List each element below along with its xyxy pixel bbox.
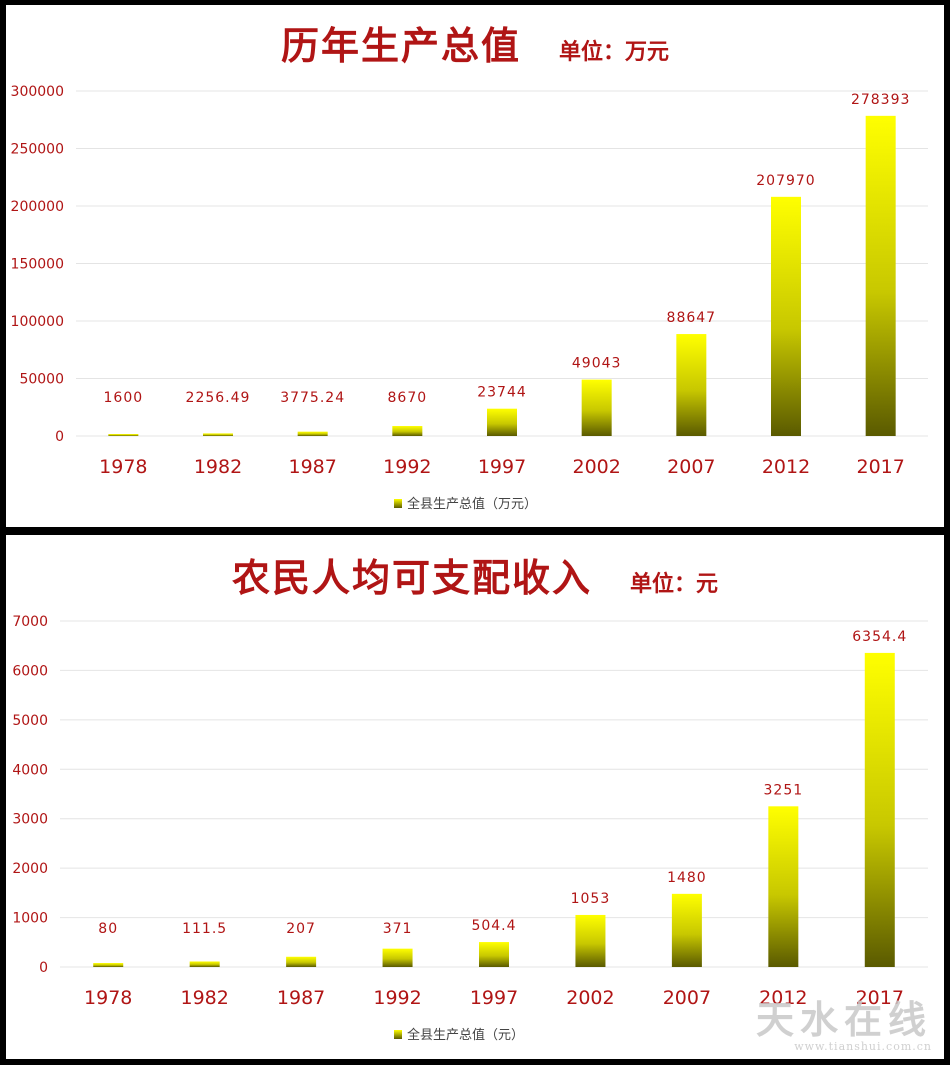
x-tick-label: 2017 [856, 987, 904, 1009]
data-label: 6354.4 [852, 629, 907, 645]
data-label: 8670 [388, 390, 428, 406]
data-label: 2256.49 [186, 390, 251, 406]
x-tick-label: 2007 [663, 987, 711, 1009]
data-label: 504.4 [471, 918, 516, 934]
bar-chart-gdp: 0 50000 100000 150000 200000 250000 300000 1600… [11, 84, 928, 512]
x-tick-label: 2002 [566, 987, 614, 1009]
bar-2012 [768, 806, 799, 967]
watermark-text: 天水在线 [755, 997, 932, 1042]
bar-2017 [864, 652, 895, 967]
bar-2002 [575, 914, 606, 967]
x-tick-label: 1987 [288, 456, 336, 478]
data-label: 207 [286, 921, 316, 937]
y-tick-label: 200000 [11, 199, 64, 215]
x-tick-label: 2012 [762, 456, 810, 478]
x-tick-label: 2002 [572, 456, 620, 478]
x-tick-label: 2012 [759, 987, 807, 1009]
chart-unit-label: 单位：万元 [559, 39, 670, 65]
bar-1992 [382, 948, 413, 967]
y-tick-label: 4000 [12, 762, 48, 778]
data-label: 111.5 [182, 921, 227, 937]
bar-2007 [671, 893, 702, 967]
x-tick-label: 1978 [84, 987, 132, 1009]
x-tick-label: 2017 [856, 456, 904, 478]
bar-1978 [93, 963, 124, 967]
data-label: 3251 [764, 782, 804, 798]
legend-label: 全县生产总值（万元） [407, 496, 537, 512]
data-label: 1480 [667, 870, 707, 886]
y-tick-label: 0 [39, 960, 48, 976]
bar-1997 [487, 408, 517, 436]
y-tick-label: 250000 [11, 142, 64, 158]
x-tick-label: 1997 [478, 456, 526, 478]
bar-1987 [297, 431, 328, 436]
y-tick-label: 2000 [12, 861, 48, 877]
data-label: 49043 [572, 356, 622, 372]
bar-chart-income: 0 1000 2000 3000 4000 5000 6000 7000 80 1978 111.5… [12, 614, 928, 1043]
bar-1997 [479, 942, 509, 967]
bar-1978 [108, 434, 139, 436]
bar-1987 [286, 956, 317, 967]
y-tick-label: 3000 [12, 812, 48, 828]
data-label: 23744 [477, 385, 527, 401]
chart-title-main: 农民人均可支配收入 [231, 555, 592, 600]
chart-panel-income: 农民人均可支配收入 单位：元 0 1000 2000 3000 4000 5000 6000 7… [6, 535, 944, 1059]
watermark-url: www.tianshui.com.cn [794, 1040, 932, 1053]
data-label: 88647 [667, 310, 717, 326]
x-tick-label: 2007 [667, 456, 715, 478]
y-tick-label: 5000 [12, 713, 48, 729]
legend-label: 全县生产总值（元） [407, 1027, 524, 1043]
x-tick-label: 1997 [470, 987, 518, 1009]
data-label: 278393 [851, 92, 910, 108]
chart-panel-gdp: 历年生产总值 单位：万元 0 50000 100000 150000 200000 2500… [6, 5, 944, 527]
bar-1992 [392, 426, 423, 436]
y-tick-label: 0 [55, 429, 64, 445]
x-tick-label: 1987 [277, 987, 325, 1009]
data-label: 371 [383, 921, 413, 937]
bar-1982 [203, 433, 233, 436]
bar-2017 [865, 115, 896, 436]
chart-title-main: 历年生产总值 [280, 23, 521, 68]
data-label: 3775.24 [280, 390, 345, 406]
data-label: 1053 [571, 891, 611, 907]
chart-title: 历年生产总值 单位：万元 [6, 15, 944, 70]
x-tick-label: 1978 [99, 456, 147, 478]
y-tick-label: 1000 [12, 911, 48, 927]
data-label: 207970 [756, 173, 815, 189]
bar-2002 [581, 379, 612, 436]
legend-swatch [394, 499, 402, 508]
x-tick-label: 1982 [194, 456, 242, 478]
x-tick-label: 1982 [180, 987, 228, 1009]
bar-2012 [771, 196, 801, 436]
y-tick-label: 100000 [11, 314, 64, 330]
y-tick-label: 300000 [11, 84, 64, 100]
chart-title: 农民人均可支配收入 单位：元 [6, 547, 944, 602]
bar-1982 [189, 961, 220, 967]
y-tick-label: 6000 [12, 663, 48, 679]
y-tick-label: 7000 [12, 614, 48, 630]
data-label: 1600 [104, 390, 144, 406]
y-tick-label: 50000 [19, 372, 64, 388]
x-tick-label: 1992 [383, 456, 431, 478]
legend-swatch [394, 1030, 402, 1039]
bar-2007 [676, 334, 707, 436]
watermark-logo: 天水在线 www.tianshui.com.cn [756, 989, 932, 1053]
y-tick-label: 150000 [11, 257, 64, 273]
x-tick-label: 1992 [373, 987, 421, 1009]
data-label: 80 [98, 921, 118, 937]
chart-unit-label: 单位：元 [630, 571, 719, 597]
